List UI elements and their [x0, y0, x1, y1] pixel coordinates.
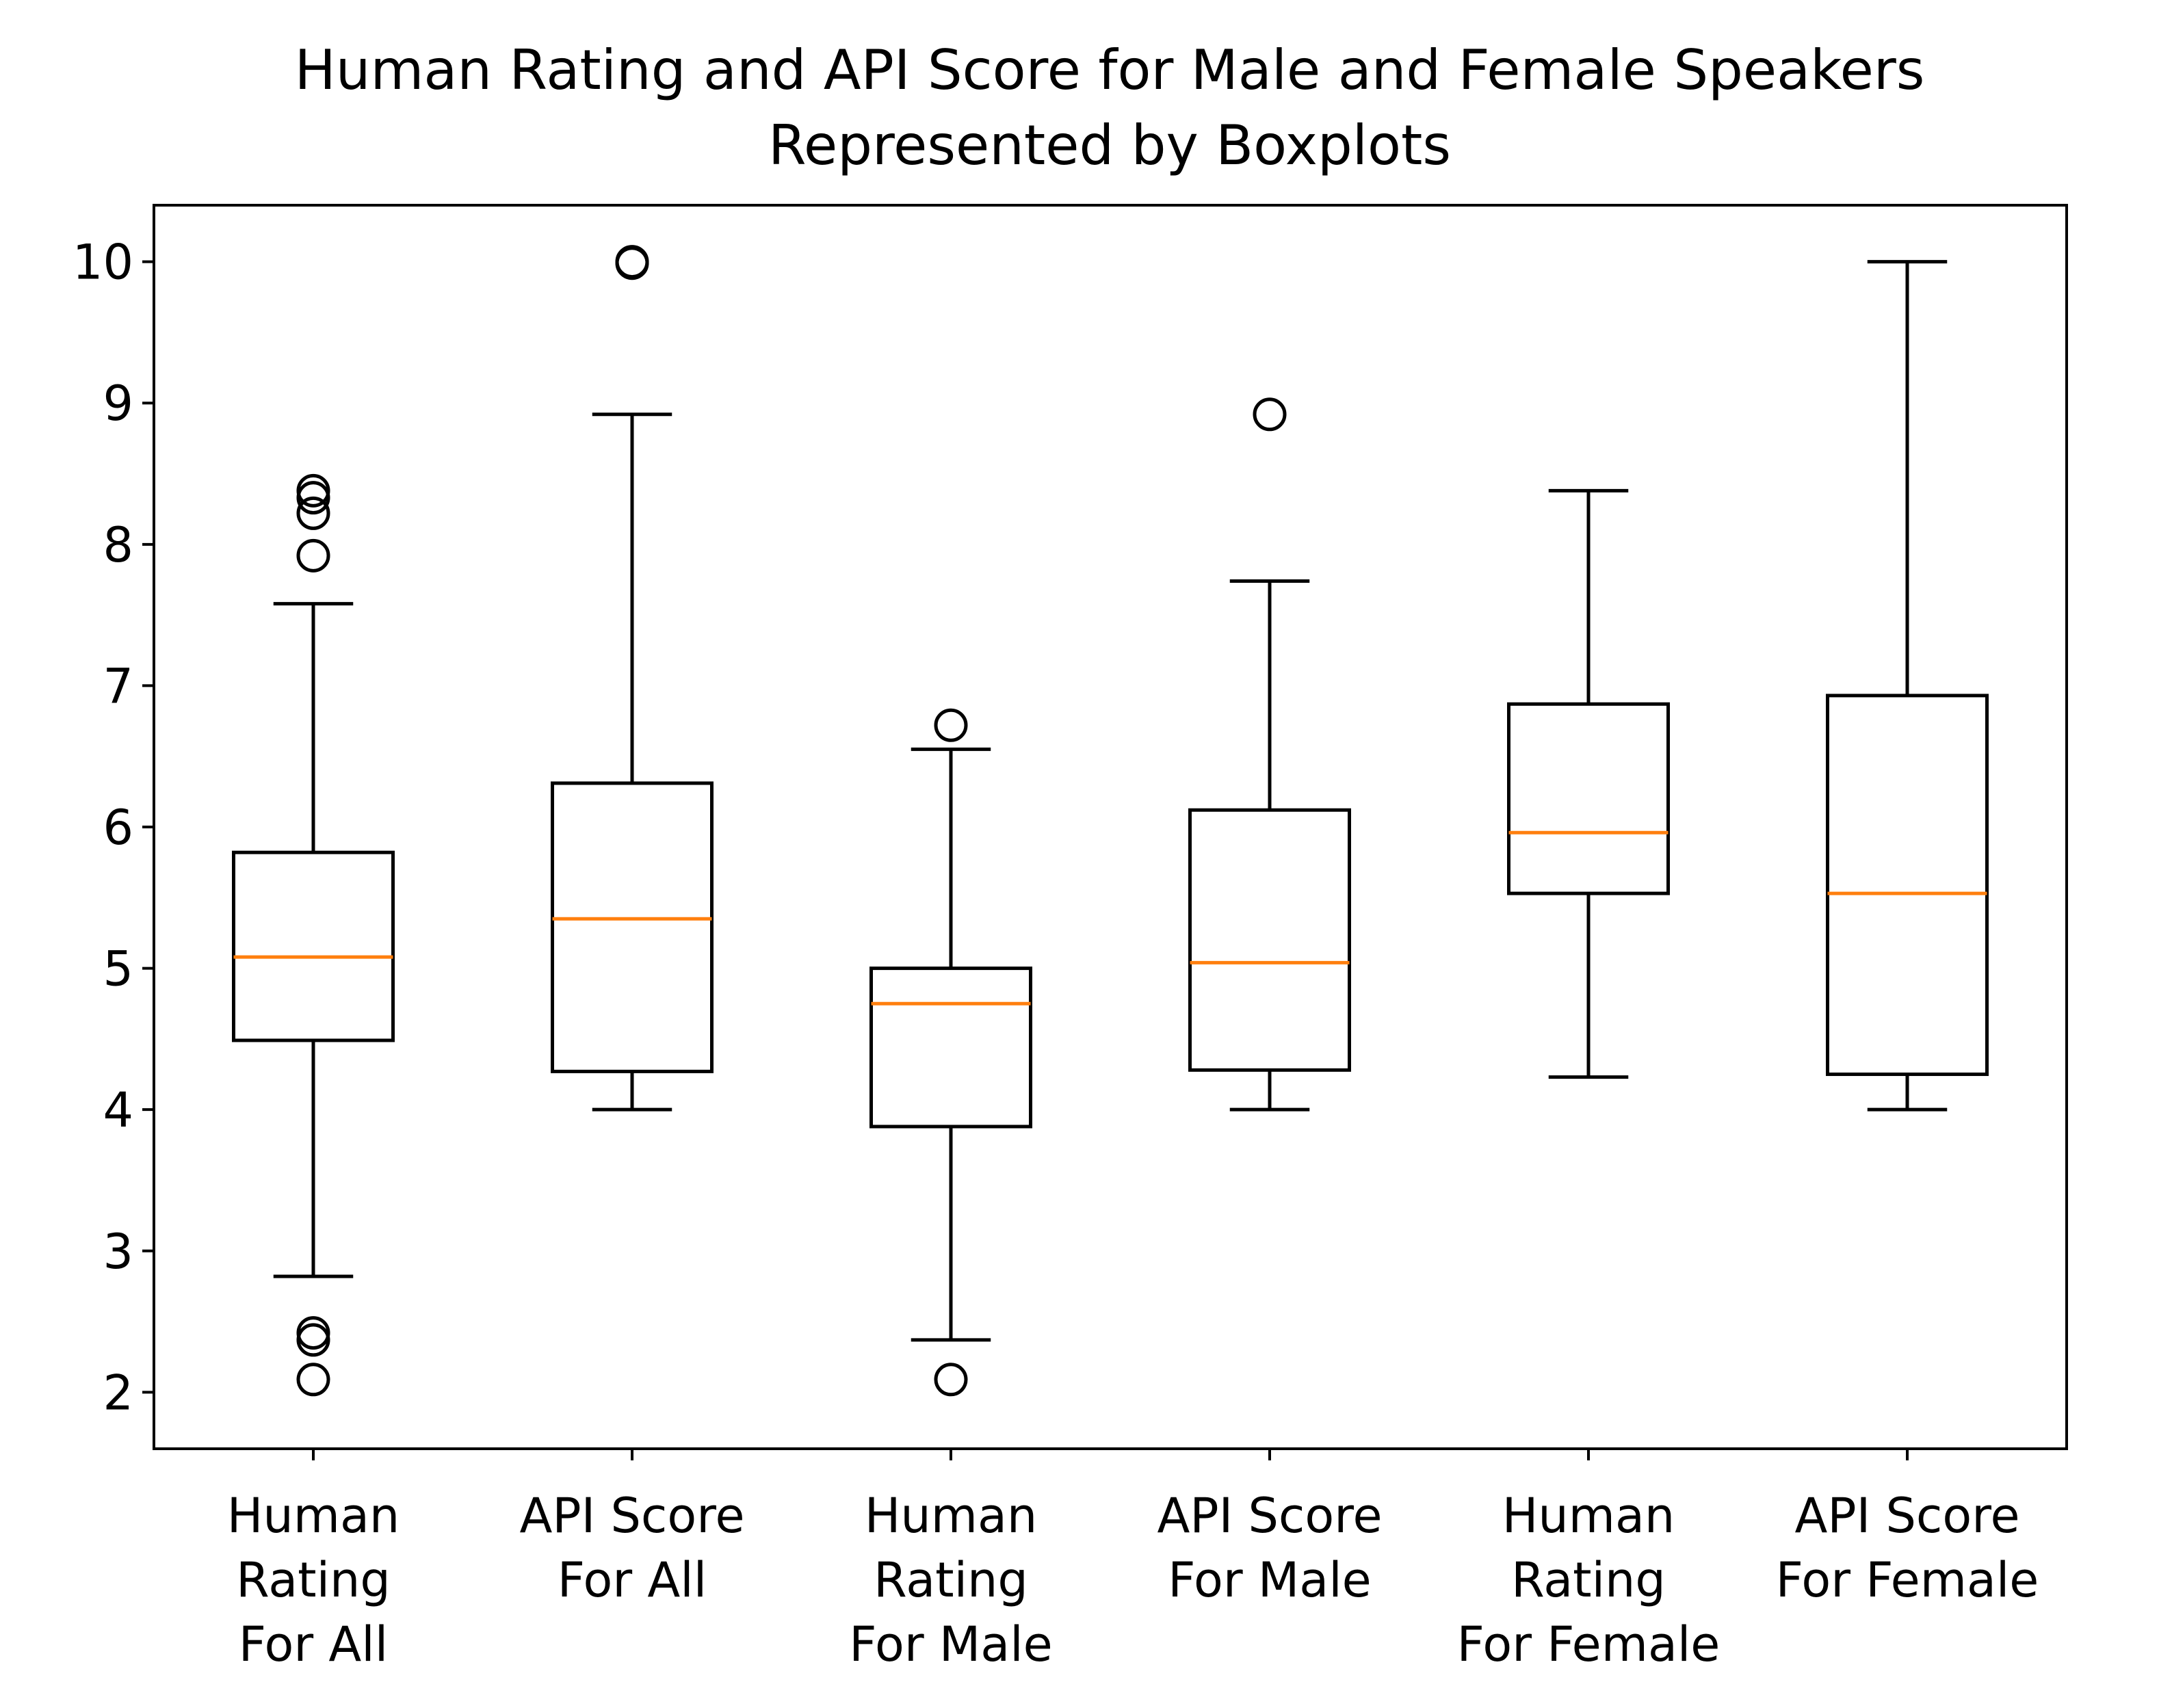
outlier-0-5 [296, 1323, 330, 1357]
box-5 [1826, 694, 1989, 1077]
x-tick-label-0-1: Rating [236, 1552, 391, 1608]
box-3 [1188, 808, 1351, 1072]
outlier-0-3 [296, 538, 330, 573]
box-4 [1507, 702, 1670, 895]
outlier-0-1 [296, 481, 330, 515]
y-tick-label-0: 2 [103, 1365, 133, 1421]
outlier-2-0 [934, 708, 968, 742]
x-tick-label-1-0: API Score [519, 1488, 744, 1544]
x-tick-label-5-0: API Score [1794, 1488, 2019, 1544]
x-tick-label-1-1: For All [558, 1552, 707, 1608]
y-tick-label-1: 3 [103, 1224, 133, 1280]
plot-frame [153, 204, 2068, 1450]
box-0 [232, 850, 395, 1042]
chart-title-line-1: Human Rating and API Score for Male and … [295, 38, 1925, 102]
y-tick-label-2: 4 [103, 1082, 133, 1138]
box-2 [869, 967, 1032, 1129]
x-tick-label-2-0: Human [865, 1488, 1037, 1544]
x-tick-label-2-2: For Male [849, 1616, 1052, 1672]
x-tick-label-5-1: For Female [1776, 1552, 2039, 1608]
x-tick-label-4-0: Human [1502, 1488, 1675, 1544]
outlier-0-2 [296, 496, 330, 530]
x-tick-label-0-2: For All [239, 1616, 388, 1672]
outlier-3-0 [1253, 397, 1287, 432]
outlier-0-6 [296, 1363, 330, 1397]
y-tick-label-8: 10 [73, 235, 133, 291]
y-tick-label-7: 9 [103, 376, 133, 432]
outlier-2-1 [934, 1363, 968, 1397]
box-1 [551, 781, 714, 1073]
y-tick-label-6: 8 [103, 517, 133, 573]
y-tick-label-4: 6 [103, 800, 133, 856]
x-tick-label-4-2: For Female [1457, 1616, 1720, 1672]
outlier-1-1 [615, 246, 649, 280]
plot-area: 2 3 4 5 6 7 8 9 10 Human Rating For All API Score For… [73, 235, 2039, 1672]
outlier-0-4 [296, 1316, 330, 1350]
x-tick-label-0-0: Human [227, 1488, 400, 1544]
x-tick-label-2-1: Rating [874, 1552, 1028, 1608]
chart-title-line-2: Represented by Boxplots [768, 114, 1451, 177]
x-tick-label-3-1: For Male [1168, 1552, 1371, 1608]
x-tick-label-4-1: Rating [1511, 1552, 1666, 1608]
x-tick-label-3-0: API Score [1157, 1488, 1382, 1544]
y-tick-label-3: 5 [103, 941, 133, 997]
y-tick-label-5: 7 [103, 658, 133, 714]
